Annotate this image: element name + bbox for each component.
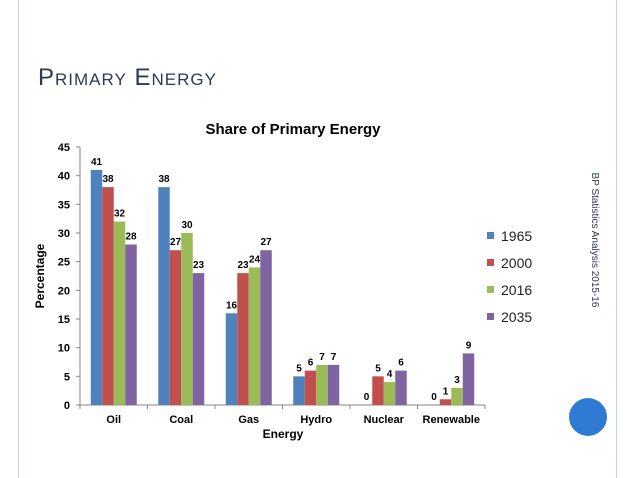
bar: [260, 250, 272, 405]
chart-legend: 1965 2000 2016 2035: [487, 222, 532, 330]
y-tick-label: 40: [58, 171, 70, 183]
x-tick-label: Renewable: [423, 414, 480, 426]
bar: [451, 387, 463, 405]
y-tick-label: 5: [64, 371, 70, 383]
data-label: 9: [466, 340, 472, 351]
right-border-line: [616, 0, 617, 478]
legend-label: 2000: [501, 254, 533, 271]
x-tick-label: Gas: [238, 414, 259, 426]
data-label: 30: [181, 220, 193, 231]
x-axis-title: Energy: [263, 427, 304, 441]
bar: [462, 353, 475, 405]
bar: [293, 376, 305, 405]
data-label: 6: [308, 358, 314, 369]
y-tick-label: 35: [58, 199, 70, 211]
legend-label: 1965: [501, 227, 533, 244]
bar: [248, 267, 261, 405]
bar: [372, 376, 384, 405]
x-tick-label: Hydro: [300, 414, 332, 426]
legend-item: 2000: [487, 249, 532, 276]
data-label: 5: [296, 363, 302, 374]
legend-item: 1965: [487, 222, 532, 249]
bar: [113, 221, 126, 405]
data-label: 7: [331, 352, 337, 363]
bar: [102, 187, 114, 405]
bar: [304, 370, 317, 405]
data-label: 0: [431, 392, 437, 403]
x-tick-label: Nuclear: [364, 414, 405, 426]
bar: [158, 187, 170, 405]
data-label: 38: [102, 174, 114, 185]
legend-swatch: [487, 232, 494, 239]
decorative-circle: [569, 398, 607, 436]
data-label: 41: [91, 157, 103, 168]
legend-label: 2016: [501, 281, 533, 298]
y-tick-label: 25: [58, 257, 70, 269]
data-label: 0: [364, 392, 370, 403]
data-label: 3: [454, 375, 460, 386]
bar: [225, 313, 238, 405]
legend-swatch: [487, 259, 494, 266]
bar: [237, 273, 249, 405]
legend-item: 2035: [487, 303, 532, 330]
x-tick-label: Oil: [106, 414, 121, 426]
data-label: 23: [193, 260, 205, 271]
chart-title: Share of Primary Energy: [205, 121, 381, 138]
y-tick-label: 10: [58, 343, 70, 355]
legend-item: 2016: [487, 276, 532, 303]
slide-title: Primary Energy: [38, 64, 217, 91]
legend-swatch: [487, 286, 494, 293]
y-tick-label: 45: [58, 142, 70, 154]
bar: [181, 233, 193, 405]
data-label: 16: [226, 300, 238, 311]
data-label: 5: [375, 363, 381, 374]
left-border-line: [18, 0, 19, 478]
bar: [395, 370, 407, 405]
data-label: 27: [170, 237, 182, 248]
bar: [316, 364, 328, 405]
bar: [125, 244, 137, 405]
data-label: 24: [249, 254, 261, 265]
bar: [383, 382, 396, 405]
data-label: 1: [443, 386, 449, 397]
y-tick-label: 0: [64, 400, 70, 412]
data-label: 6: [398, 358, 404, 369]
legend-label: 2035: [501, 308, 533, 325]
y-tick-label: 30: [58, 228, 70, 240]
y-tick-label: 15: [58, 314, 70, 326]
bar: [90, 169, 103, 405]
bar: [327, 364, 340, 405]
y-axis-title: Percentage: [33, 243, 47, 308]
data-label: 27: [260, 237, 272, 248]
y-tick-label: 20: [58, 285, 70, 297]
bar: [439, 399, 452, 405]
data-label: 38: [158, 174, 170, 185]
data-label: 32: [114, 209, 126, 220]
data-label: 4: [387, 369, 393, 380]
bar: [192, 273, 205, 405]
data-label: 23: [237, 260, 249, 271]
bar: [169, 250, 182, 405]
data-label: 7: [319, 352, 325, 363]
data-label: 28: [125, 231, 137, 242]
legend-swatch: [487, 313, 494, 320]
x-tick-label: Coal: [169, 414, 193, 426]
